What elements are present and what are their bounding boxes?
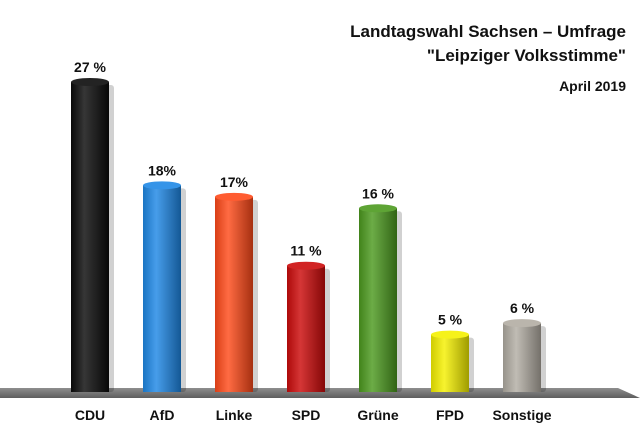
data-label-sonstige: 6 % [510,300,535,316]
bar-cap-linke [215,192,253,201]
data-label-afd: 18% [148,162,177,178]
bar-cap-fpd [431,330,469,339]
bar-fpd [431,334,469,392]
chart-title: Landtagswahl Sachsen – Umfrage [350,22,626,41]
category-label-cdu: CDU [75,407,105,423]
bar-spd [287,265,325,392]
bar-cap-sonstige [503,319,541,328]
bar-cap-grüne [359,204,397,213]
category-label-grüne: Grüne [357,407,398,423]
data-label-cdu: 27 % [74,59,106,75]
category-label-linke: Linke [216,407,253,423]
category-label-spd: SPD [292,407,321,423]
bar-linke [215,196,253,392]
bar-cap-cdu [71,78,109,86]
category-label-fpd: FPD [436,407,464,423]
bar-grüne [359,208,397,392]
bar-sonstige [503,323,541,392]
bar-cap-spd [287,261,325,270]
bar-cap-afd [143,181,181,190]
category-label-afd: AfD [150,407,175,423]
bar-cdu [71,82,109,392]
data-label-spd: 11 % [290,243,322,259]
chart-subtitle: April 2019 [559,78,626,94]
data-label-linke: 17% [220,174,249,190]
data-label-grüne: 16 % [362,185,394,201]
bar-afd [143,185,181,392]
chart-title-source: "Leipziger Volksstimme" [426,46,626,65]
category-label-sonstige: Sonstige [492,407,551,423]
data-label-fpd: 5 % [438,312,463,328]
